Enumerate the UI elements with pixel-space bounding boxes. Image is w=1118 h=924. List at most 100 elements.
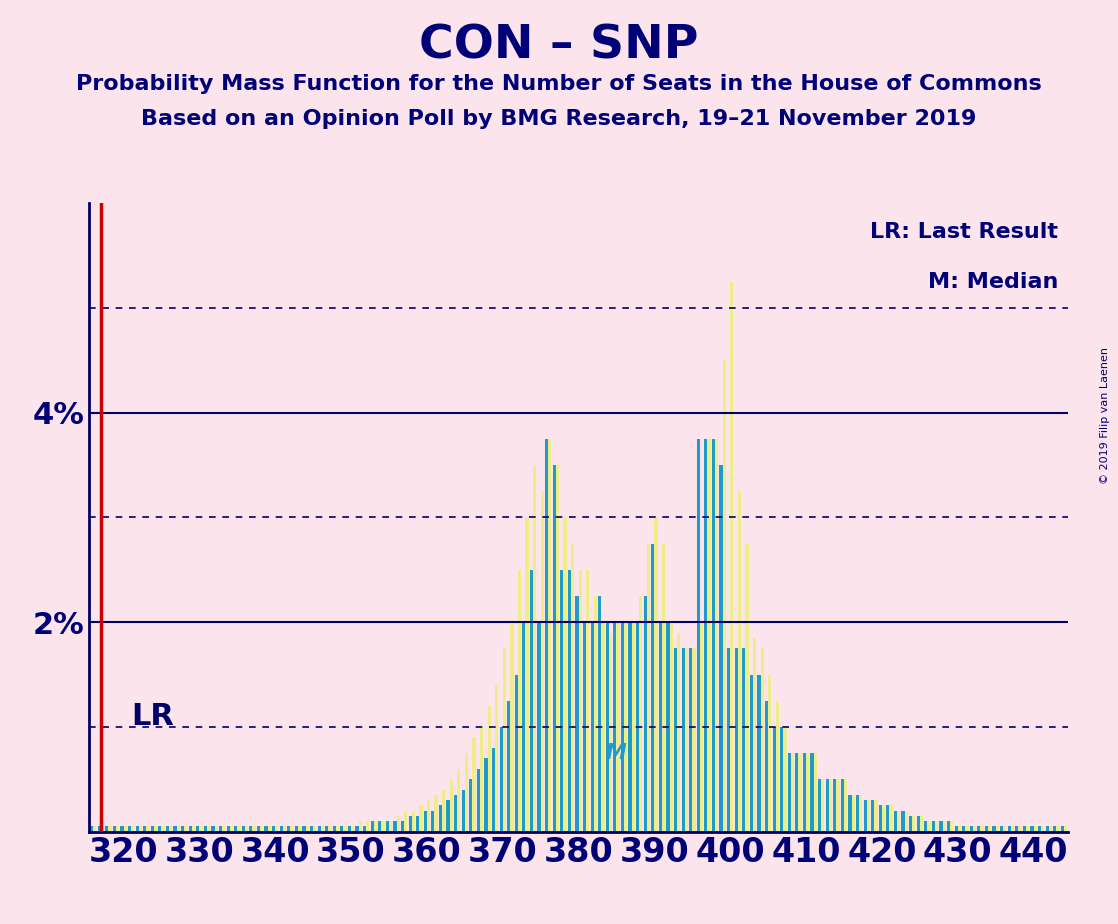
Bar — [727, 649, 730, 832]
Text: © 2019 Filip van Laenen: © 2019 Filip van Laenen — [1100, 347, 1110, 484]
Bar — [757, 675, 760, 832]
Bar — [963, 826, 965, 832]
Bar — [189, 826, 192, 832]
Bar — [139, 826, 142, 832]
Bar — [716, 439, 718, 832]
Bar — [335, 826, 339, 832]
Bar — [644, 596, 647, 832]
Bar — [849, 795, 852, 832]
Bar — [942, 821, 946, 832]
Text: M: Median: M: Median — [928, 273, 1058, 292]
Bar — [500, 727, 503, 832]
Bar — [882, 806, 885, 832]
Bar — [822, 779, 824, 832]
Bar — [329, 826, 332, 832]
Bar — [720, 465, 722, 832]
Bar — [378, 821, 381, 832]
Bar — [427, 800, 430, 832]
Bar — [666, 622, 670, 832]
Bar — [879, 806, 882, 832]
Bar — [620, 622, 624, 832]
Bar — [828, 779, 832, 832]
Bar — [803, 753, 806, 832]
Bar — [241, 826, 245, 832]
Bar — [760, 649, 764, 832]
Bar — [925, 821, 928, 832]
Bar — [776, 700, 779, 832]
Bar — [234, 826, 237, 832]
Bar — [404, 810, 407, 832]
Bar — [712, 439, 716, 832]
Bar — [852, 795, 855, 832]
Bar — [788, 753, 790, 832]
Bar — [389, 821, 392, 832]
Bar — [260, 826, 263, 832]
Bar — [901, 810, 904, 832]
Bar — [333, 826, 335, 832]
Bar — [359, 821, 362, 832]
Bar — [113, 826, 116, 832]
Bar — [135, 826, 139, 832]
Text: LR: LR — [131, 702, 174, 731]
Bar — [754, 638, 756, 832]
Bar — [211, 826, 215, 832]
Bar — [533, 465, 537, 832]
Bar — [473, 737, 475, 832]
Bar — [973, 826, 976, 832]
Bar — [492, 748, 495, 832]
Bar — [594, 596, 597, 832]
Bar — [632, 622, 635, 832]
Bar — [624, 622, 627, 832]
Bar — [790, 753, 794, 832]
Bar — [996, 826, 998, 832]
Bar — [647, 543, 650, 832]
Bar — [871, 800, 874, 832]
Bar — [780, 727, 784, 832]
Bar — [614, 622, 616, 832]
Bar — [1018, 826, 1022, 832]
Bar — [856, 795, 859, 832]
Bar — [257, 826, 260, 832]
Bar — [955, 826, 958, 832]
Bar — [568, 570, 571, 832]
Bar — [806, 753, 809, 832]
Bar — [844, 779, 847, 832]
Text: CON – SNP: CON – SNP — [419, 23, 699, 68]
Bar — [814, 753, 817, 832]
Bar — [386, 821, 389, 832]
Bar — [101, 826, 104, 832]
Bar — [616, 622, 619, 832]
Bar — [265, 826, 267, 832]
Bar — [181, 826, 184, 832]
Bar — [950, 821, 954, 832]
Bar — [424, 810, 427, 832]
Bar — [818, 779, 822, 832]
Bar — [977, 826, 980, 832]
Bar — [909, 816, 912, 832]
Bar — [985, 826, 988, 832]
Bar — [154, 826, 158, 832]
Bar — [525, 517, 529, 832]
Bar — [343, 826, 347, 832]
Bar — [1003, 826, 1006, 832]
Bar — [576, 596, 579, 832]
Bar — [582, 622, 586, 832]
Bar — [116, 826, 120, 832]
Bar — [969, 826, 973, 832]
Bar — [993, 826, 996, 832]
Bar — [227, 826, 229, 832]
Bar — [165, 826, 169, 832]
Bar — [674, 649, 678, 832]
Bar — [480, 727, 483, 832]
Bar — [299, 826, 301, 832]
Bar — [765, 700, 768, 832]
Bar — [219, 826, 222, 832]
Bar — [548, 439, 551, 832]
Bar — [283, 826, 286, 832]
Bar — [999, 826, 1003, 832]
Bar — [833, 779, 836, 832]
Bar — [746, 543, 749, 832]
Bar — [432, 810, 435, 832]
Bar — [859, 795, 862, 832]
Bar — [442, 790, 445, 832]
